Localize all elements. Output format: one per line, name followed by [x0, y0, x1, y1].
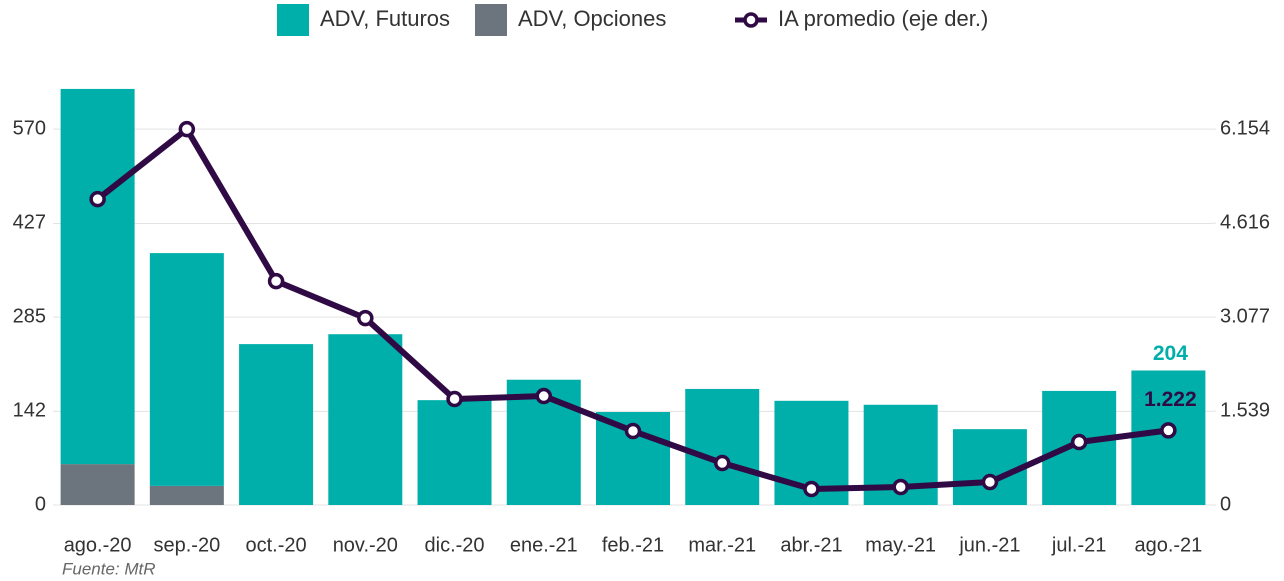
- x-tick-label: feb.-21: [602, 534, 664, 556]
- line-value-label: 1.222: [1144, 388, 1197, 411]
- line-marker: [803, 480, 820, 498]
- x-tick-label: abr.-21: [780, 534, 842, 556]
- bar: [239, 344, 314, 505]
- x-tick-label: ago.-20: [64, 534, 132, 556]
- bar-value-label: 204: [1153, 342, 1188, 365]
- legend-label: ADV, Futuros: [320, 6, 450, 31]
- line-marker: [178, 120, 196, 138]
- bar: [60, 88, 135, 465]
- y2-tick-label: 0: [1220, 493, 1231, 515]
- line-marker: [267, 272, 285, 290]
- line-marker: [713, 454, 731, 472]
- x-tick-label: nov.-20: [333, 534, 398, 556]
- y2-tick-label: 1.539: [1220, 399, 1270, 421]
- x-tick-label: ago.-21: [1134, 534, 1202, 556]
- x-tick-label: dic.-20: [425, 534, 485, 556]
- bar: [60, 464, 135, 505]
- legend-label: ADV, Opciones: [518, 6, 666, 31]
- bar: [149, 253, 224, 486]
- line-marker: [1070, 433, 1088, 451]
- y2-tick-label: 4.616: [1220, 211, 1270, 233]
- y-tick-label: 427: [13, 212, 46, 234]
- bar: [952, 429, 1027, 505]
- x-tick-label: sep.-20: [153, 534, 220, 556]
- bar: [685, 388, 760, 505]
- bar: [417, 400, 492, 505]
- line-marker: [446, 390, 463, 408]
- y-tick-label: 285: [13, 305, 46, 327]
- y-tick-label: 0: [35, 493, 46, 515]
- legend-swatch: [475, 4, 507, 36]
- legend-label: IA promedio (eje der.): [778, 6, 988, 31]
- legend-swatch: [277, 4, 309, 36]
- bar: [149, 485, 224, 505]
- legend-marker: [743, 12, 759, 28]
- line-marker: [1160, 422, 1177, 439]
- y2-tick-label: 6.154: [1220, 117, 1270, 139]
- bar: [328, 334, 403, 505]
- line-marker: [89, 190, 106, 208]
- line-marker: [624, 422, 642, 440]
- x-tick-label: ene.-21: [510, 534, 578, 556]
- x-tick-label: jul.-21: [1051, 534, 1106, 556]
- x-tick-label: may.-21: [865, 534, 936, 556]
- source: Fuente: MtR: [62, 559, 156, 578]
- x-tick-label: jun.-21: [958, 534, 1020, 556]
- y-tick-label: 142: [13, 400, 46, 422]
- x-tick-label: oct.-20: [245, 534, 306, 556]
- line-marker: [357, 309, 374, 327]
- y-tick-label: 570: [13, 117, 46, 139]
- y2-tick-label: 3.077: [1220, 305, 1270, 327]
- line-marker: [892, 478, 909, 496]
- line-marker: [535, 387, 553, 405]
- x-tick-label: mar.-21: [688, 534, 756, 556]
- line-marker: [981, 473, 999, 491]
